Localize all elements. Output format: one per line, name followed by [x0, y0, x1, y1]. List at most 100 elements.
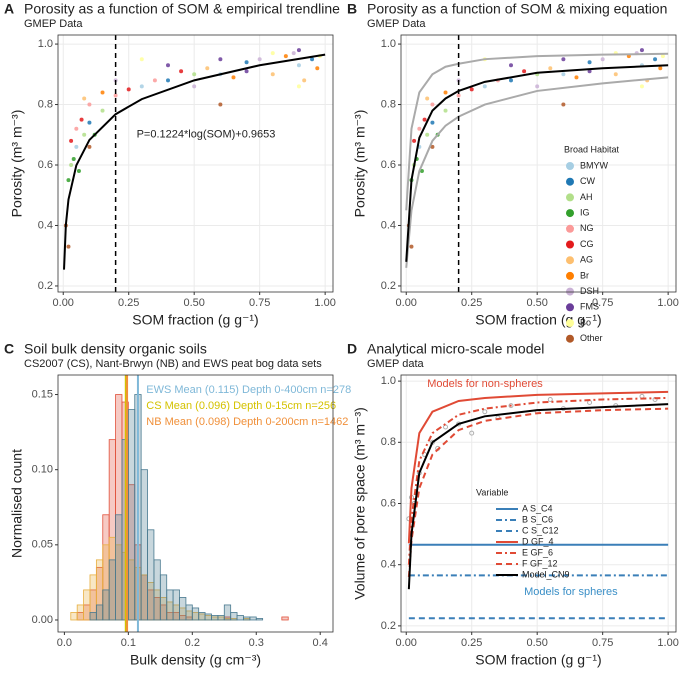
y-tick-label: 0.8: [38, 98, 53, 110]
point: [74, 144, 79, 149]
point: [205, 66, 210, 71]
x-tick-label: 0.0: [57, 637, 72, 649]
annotation: Models for non-spheres: [427, 378, 543, 390]
trend-curve: [63, 53, 326, 270]
y-tick-label: 0.10: [32, 464, 53, 476]
trend-curve: [405, 64, 669, 262]
model-line: [407, 396, 669, 565]
point: [419, 169, 424, 174]
point: [508, 403, 514, 409]
point: [509, 63, 513, 68]
x-axis-title: SOM fraction (g g⁻¹): [132, 312, 258, 328]
y-tick-label: 0.2: [38, 280, 53, 292]
point: [613, 72, 618, 77]
panel-title: Porosity as a function of SOM & empirica…: [24, 1, 340, 17]
point: [600, 57, 605, 62]
point: [430, 102, 435, 107]
panel-subtitle: GMEP Data: [24, 18, 83, 30]
legend-label: E GF_6: [522, 547, 553, 557]
point: [639, 84, 644, 89]
annotation: Models for spheres: [524, 586, 618, 598]
x-tick-label: 0.4: [313, 637, 328, 649]
point: [82, 132, 87, 137]
histogram-bar: [83, 589, 91, 621]
point: [425, 96, 430, 101]
histogram-bar: [102, 589, 110, 621]
point: [244, 60, 249, 65]
y-tick-label: 0.05: [32, 539, 53, 551]
plot-border: [57, 374, 334, 633]
point: [231, 75, 236, 80]
x-axis-title: Bulk density (g cm⁻³): [130, 652, 261, 668]
plot-border: [57, 34, 334, 293]
legend-label: Br: [580, 270, 589, 280]
legend-swatch: [566, 240, 574, 249]
x-tick-label: 1.00: [657, 637, 678, 649]
legend-label: CW: [580, 176, 595, 186]
point: [548, 66, 553, 71]
panel-label: C: [4, 341, 14, 357]
y-axis-title: Porosity (m³ m⁻³): [352, 110, 368, 218]
legend-label: IG: [580, 207, 590, 217]
legend-label: FMS: [580, 302, 599, 312]
histogram-bar: [281, 616, 289, 621]
point: [296, 48, 301, 53]
mean-label: NB Mean (0.098) Depth 0-200cm n=1462: [146, 416, 348, 428]
y-tick-label: 0.4: [381, 219, 396, 231]
point: [639, 48, 644, 53]
point: [409, 244, 414, 249]
y-tick-label: 1.0: [38, 38, 53, 50]
point: [192, 84, 197, 89]
histogram-bar: [243, 616, 251, 621]
point: [139, 84, 144, 89]
x-tick-label: 0.00: [396, 637, 417, 649]
panel-title: Soil bulk density organic soils: [24, 341, 207, 357]
legend-swatch: [566, 334, 574, 343]
x-tick-label: 0.3: [249, 637, 264, 649]
panel-subtitle: GMEP Data: [367, 18, 426, 30]
y-tick-label: 0.00: [32, 614, 53, 626]
histogram-bar: [255, 618, 264, 621]
panel-subtitle: GMEP data: [367, 358, 425, 370]
point: [192, 72, 197, 77]
legend-label: Bo: [580, 317, 591, 327]
legend-swatch: [566, 193, 574, 202]
point: [270, 51, 275, 56]
point: [482, 409, 488, 415]
legend-swatch: [566, 224, 574, 233]
point: [291, 51, 296, 56]
y-tick-label: 0.15: [32, 388, 53, 400]
histogram-bar: [211, 615, 219, 621]
legend-label: AG: [580, 255, 593, 265]
point: [270, 72, 275, 77]
point: [87, 144, 92, 149]
histogram-bar: [127, 409, 136, 621]
point: [430, 120, 435, 125]
y-tick-label: 0.8: [381, 98, 396, 110]
point: [422, 117, 427, 122]
point: [417, 126, 422, 131]
panel-title: Porosity as a function of SOM & mixing e…: [367, 1, 667, 17]
point: [218, 57, 223, 62]
model-line: [407, 407, 669, 578]
point: [653, 57, 658, 62]
histogram-bar: [230, 612, 238, 621]
plot-border: [400, 374, 677, 633]
histogram-bar: [166, 589, 174, 621]
panel-label: D: [347, 341, 357, 357]
point: [296, 63, 301, 68]
y-tick-label: 0.2: [381, 620, 396, 632]
point: [469, 430, 475, 436]
legend-swatch: [566, 303, 574, 312]
y-axis-title: Volume of pore space (m³ m⁻³): [352, 407, 368, 600]
panel-title: Analytical micro-scale model: [367, 341, 544, 357]
point: [100, 90, 105, 95]
point: [87, 120, 92, 125]
point: [430, 144, 435, 149]
trend-curve: [405, 52, 669, 211]
legend-swatch: [566, 319, 574, 327]
point: [126, 87, 131, 92]
point: [302, 78, 307, 83]
legend-title: Variable: [476, 487, 508, 497]
y-tick-label: 0.4: [38, 219, 53, 231]
